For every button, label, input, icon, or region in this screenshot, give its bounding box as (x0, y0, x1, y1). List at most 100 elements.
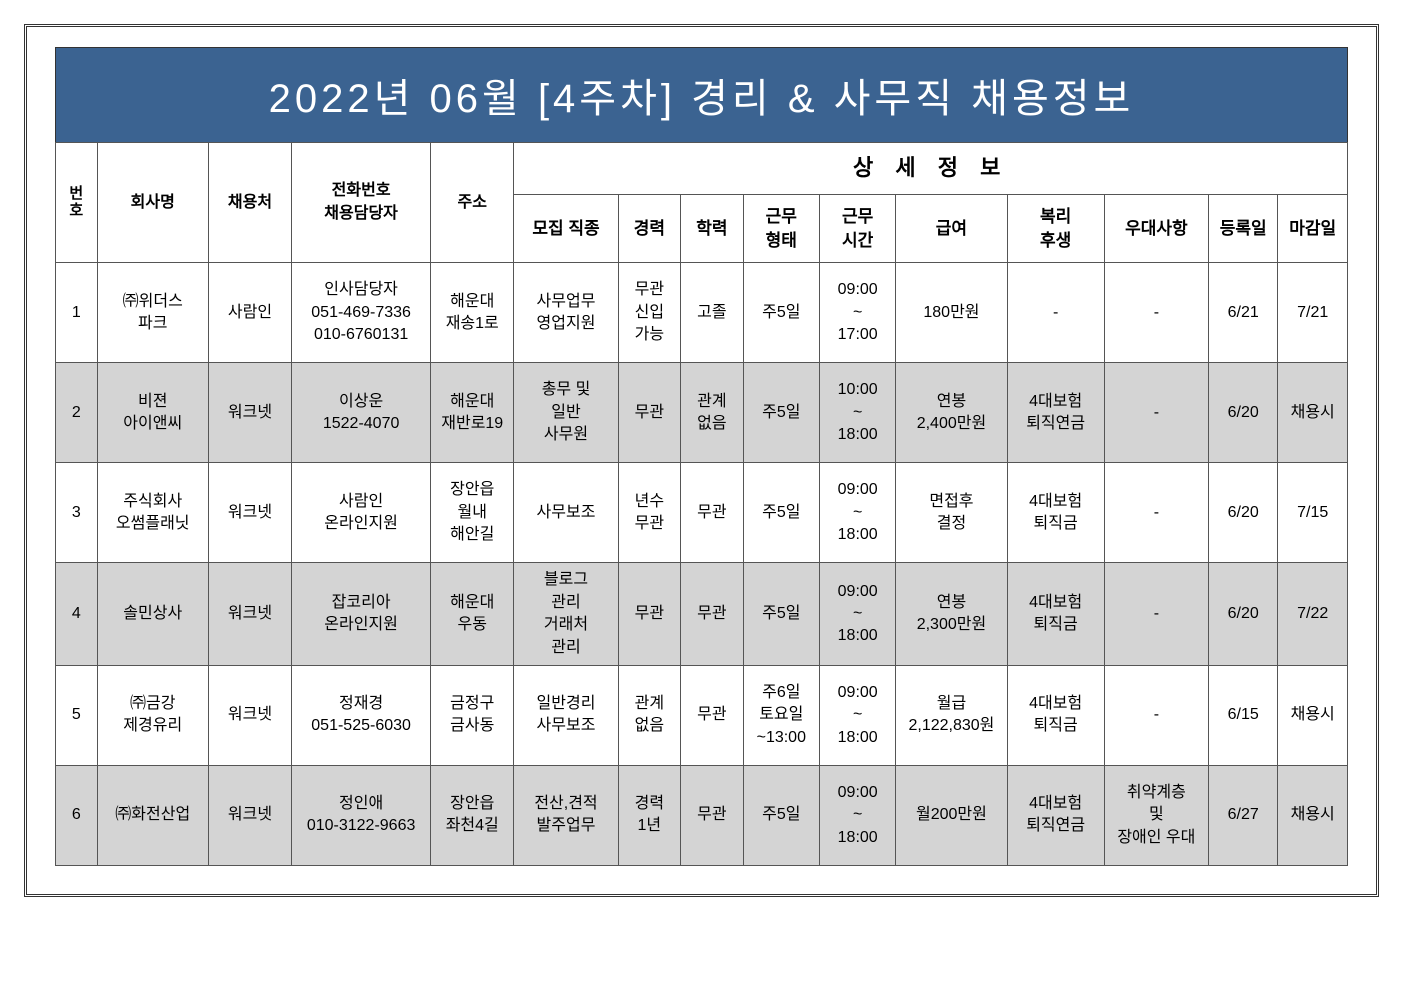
cell-reg_date: 6/20 (1208, 563, 1277, 666)
table-body: 1㈜위더스 파크사람인인사담당자 051-469-7336 010-676013… (56, 263, 1348, 866)
header-hours: 근무 시간 (819, 194, 895, 263)
cell-source: 사람인 (208, 263, 291, 363)
cell-position: 총무 및 일반 사무원 (514, 363, 618, 463)
jobs-table: 번 호 회사명 채용처 전화번호 채용담당자 주소 상 세 정 보 모집 직종 … (55, 142, 1348, 866)
cell-contact: 잡코리아 온라인지원 (292, 563, 431, 666)
header-position: 모집 직종 (514, 194, 618, 263)
document-frame: 2022년 06월 [4주차] 경리 & 사무직 채용정보 번 호 회사명 채용… (24, 24, 1379, 897)
cell-no: 5 (56, 665, 98, 765)
cell-position: 블로그 관리 거래처 관리 (514, 563, 618, 666)
cell-no: 6 (56, 765, 98, 865)
header-benefits: 복리 후생 (1007, 194, 1104, 263)
header-experience: 경력 (618, 194, 681, 263)
header-contact: 전화번호 채용담당자 (292, 143, 431, 263)
header-education: 학력 (681, 194, 744, 263)
cell-salary: 연봉 2,300만원 (896, 563, 1007, 666)
cell-education: 무관 (681, 665, 744, 765)
cell-contact: 사람인 온라인지원 (292, 463, 431, 563)
cell-salary: 180만원 (896, 263, 1007, 363)
cell-company: ㈜위더스 파크 (97, 263, 208, 363)
cell-preference: - (1104, 563, 1208, 666)
cell-education: 무관 (681, 463, 744, 563)
cell-address: 장안읍 월내 해안길 (431, 463, 514, 563)
cell-experience: 무관 (618, 363, 681, 463)
cell-contact: 정재경 051-525-6030 (292, 665, 431, 765)
cell-no: 4 (56, 563, 98, 666)
cell-benefits: 4대보험 퇴직금 (1007, 563, 1104, 666)
cell-source: 워크넷 (208, 765, 291, 865)
header-source: 채용처 (208, 143, 291, 263)
cell-salary: 면접후 결정 (896, 463, 1007, 563)
header-detail: 상 세 정 보 (514, 143, 1348, 195)
cell-benefits: 4대보험 퇴직금 (1007, 463, 1104, 563)
header-no: 번 호 (56, 143, 98, 263)
cell-experience: 경력 1년 (618, 765, 681, 865)
cell-education: 무관 (681, 563, 744, 666)
table-row: 1㈜위더스 파크사람인인사담당자 051-469-7336 010-676013… (56, 263, 1348, 363)
header-worktype: 근무 형태 (743, 194, 819, 263)
cell-preference: - (1104, 263, 1208, 363)
cell-preference: - (1104, 463, 1208, 563)
cell-work_type: 주5일 (743, 765, 819, 865)
header-company: 회사명 (97, 143, 208, 263)
header-address: 주소 (431, 143, 514, 263)
cell-source: 워크넷 (208, 563, 291, 666)
cell-deadline: 7/22 (1278, 563, 1348, 666)
cell-hours: 10:00 ~ 18:00 (819, 363, 895, 463)
cell-company: 비젼 아이앤씨 (97, 363, 208, 463)
header-preference: 우대사항 (1104, 194, 1208, 263)
cell-position: 전산,견적 발주업무 (514, 765, 618, 865)
table-header: 번 호 회사명 채용처 전화번호 채용담당자 주소 상 세 정 보 모집 직종 … (56, 143, 1348, 263)
cell-experience: 무관 (618, 563, 681, 666)
cell-source: 워크넷 (208, 463, 291, 563)
cell-work_type: 주5일 (743, 363, 819, 463)
cell-experience: 관계 없음 (618, 665, 681, 765)
cell-benefits: 4대보험 퇴직연금 (1007, 765, 1104, 865)
header-salary: 급여 (896, 194, 1007, 263)
cell-hours: 09:00 ~ 17:00 (819, 263, 895, 363)
cell-hours: 09:00 ~ 18:00 (819, 765, 895, 865)
table-row: 4솔민상사워크넷잡코리아 온라인지원해운대 우동블로그 관리 거래처 관리무관무… (56, 563, 1348, 666)
table-row: 6㈜화전산업워크넷정인애 010-3122-9663장안읍 좌천4길전산,견적 … (56, 765, 1348, 865)
cell-reg_date: 6/21 (1208, 263, 1277, 363)
cell-address: 해운대 재송1로 (431, 263, 514, 363)
cell-work_type: 주5일 (743, 263, 819, 363)
cell-address: 해운대 우동 (431, 563, 514, 666)
cell-position: 사무보조 (514, 463, 618, 563)
cell-work_type: 주5일 (743, 563, 819, 666)
cell-company: 주식회사 오썸플래닛 (97, 463, 208, 563)
table-row: 5㈜금강 제경유리워크넷정재경 051-525-6030금정구 금사동일반경리 … (56, 665, 1348, 765)
cell-contact: 이상운 1522-4070 (292, 363, 431, 463)
cell-company: 솔민상사 (97, 563, 208, 666)
cell-reg_date: 6/20 (1208, 363, 1277, 463)
cell-education: 관계 없음 (681, 363, 744, 463)
cell-work_type: 주6일 토요일 ~13:00 (743, 665, 819, 765)
cell-deadline: 7/15 (1278, 463, 1348, 563)
cell-experience: 년수 무관 (618, 463, 681, 563)
cell-experience: 무관 신입 가능 (618, 263, 681, 363)
cell-no: 3 (56, 463, 98, 563)
header-regdate: 등록일 (1208, 194, 1277, 263)
cell-hours: 09:00 ~ 18:00 (819, 563, 895, 666)
cell-source: 워크넷 (208, 363, 291, 463)
cell-reg_date: 6/20 (1208, 463, 1277, 563)
cell-benefits: - (1007, 263, 1104, 363)
cell-deadline: 7/21 (1278, 263, 1348, 363)
cell-reg_date: 6/15 (1208, 665, 1277, 765)
cell-position: 사무업무 영업지원 (514, 263, 618, 363)
cell-salary: 월200만원 (896, 765, 1007, 865)
cell-preference: - (1104, 363, 1208, 463)
cell-education: 고졸 (681, 263, 744, 363)
cell-hours: 09:00 ~ 18:00 (819, 463, 895, 563)
cell-salary: 월급 2,122,830원 (896, 665, 1007, 765)
page-title: 2022년 06월 [4주차] 경리 & 사무직 채용정보 (55, 47, 1348, 142)
cell-deadline: 채용시 (1278, 665, 1348, 765)
cell-benefits: 4대보험 퇴직금 (1007, 665, 1104, 765)
cell-deadline: 채용시 (1278, 363, 1348, 463)
cell-salary: 연봉 2,400만원 (896, 363, 1007, 463)
header-deadline: 마감일 (1278, 194, 1348, 263)
cell-address: 금정구 금사동 (431, 665, 514, 765)
cell-address: 장안읍 좌천4길 (431, 765, 514, 865)
cell-reg_date: 6/27 (1208, 765, 1277, 865)
table-row: 2비젼 아이앤씨워크넷이상운 1522-4070해운대 재반로19총무 및 일반… (56, 363, 1348, 463)
